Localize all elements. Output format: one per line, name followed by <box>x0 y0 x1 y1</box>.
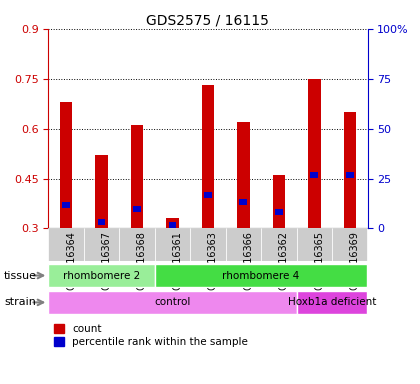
Bar <box>168 222 176 228</box>
Text: Hoxb1a deficient: Hoxb1a deficient <box>288 297 376 308</box>
Bar <box>166 218 178 228</box>
Bar <box>155 264 368 287</box>
Bar <box>62 202 70 208</box>
Bar <box>95 155 108 228</box>
Bar <box>275 209 283 215</box>
Bar <box>48 291 297 314</box>
Bar <box>297 228 332 261</box>
Bar <box>308 79 320 228</box>
Text: GSM116368: GSM116368 <box>137 231 147 290</box>
Legend: count, percentile rank within the sample: count, percentile rank within the sample <box>53 324 248 347</box>
Bar <box>119 228 155 261</box>
Text: rhombomere 4: rhombomere 4 <box>223 270 300 281</box>
Bar <box>344 112 356 228</box>
Bar <box>239 199 247 205</box>
Text: strain: strain <box>4 297 36 308</box>
Text: GSM116365: GSM116365 <box>314 231 324 290</box>
Bar <box>48 264 155 287</box>
Bar <box>310 172 318 178</box>
Bar <box>133 205 141 212</box>
Bar <box>48 228 84 261</box>
Bar <box>297 291 368 314</box>
Bar <box>204 192 212 198</box>
Bar <box>261 228 297 261</box>
Bar <box>190 228 226 261</box>
Bar <box>332 228 368 261</box>
Text: GSM116366: GSM116366 <box>243 231 253 290</box>
Title: GDS2575 / 16115: GDS2575 / 16115 <box>147 14 269 28</box>
Text: GSM116367: GSM116367 <box>102 231 111 290</box>
Bar <box>226 228 261 261</box>
Bar <box>202 85 214 228</box>
Text: tissue: tissue <box>4 270 37 281</box>
Text: GSM116362: GSM116362 <box>279 231 289 290</box>
Text: GSM116361: GSM116361 <box>173 231 182 290</box>
Bar <box>237 122 249 228</box>
Bar <box>273 175 285 228</box>
Bar <box>97 219 105 225</box>
Bar <box>84 228 119 261</box>
Bar <box>131 125 143 228</box>
Bar <box>155 228 190 261</box>
Text: rhombomere 2: rhombomere 2 <box>63 270 140 281</box>
Text: GSM116364: GSM116364 <box>66 231 76 290</box>
Text: GSM116369: GSM116369 <box>350 231 360 290</box>
Text: control: control <box>154 297 191 308</box>
Text: GSM116363: GSM116363 <box>208 231 218 290</box>
Bar <box>346 172 354 178</box>
Bar <box>60 102 72 228</box>
